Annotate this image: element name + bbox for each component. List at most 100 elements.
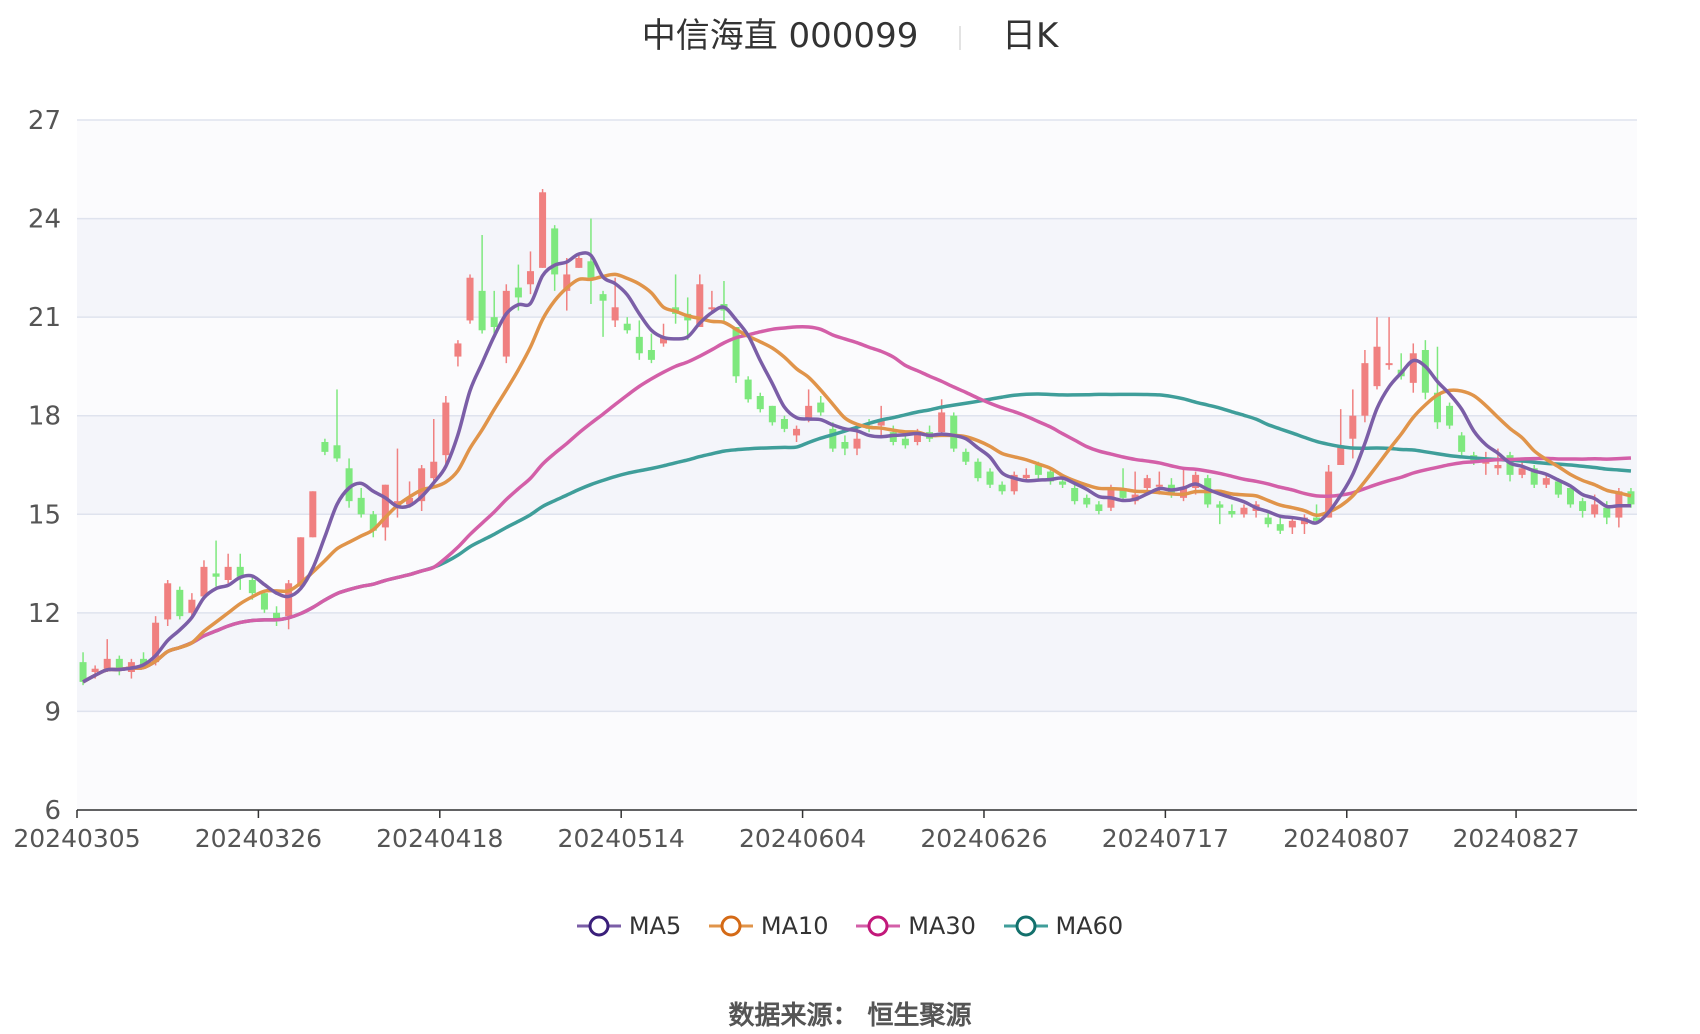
legend-item-ma5[interactable]: MA5: [576, 912, 682, 940]
candle-body: [1506, 455, 1514, 475]
source-label: 数据来源：: [728, 1001, 859, 1031]
candle-body: [309, 491, 317, 538]
x-tick-label: 20240827: [1452, 824, 1579, 853]
candle-body: [442, 402, 450, 456]
candle-body: [1409, 353, 1417, 383]
candle-body: [1385, 363, 1393, 366]
candle-body: [248, 580, 256, 594]
candle-body: [188, 599, 196, 613]
candle-body: [1155, 484, 1163, 487]
ma5-legend-label: MA5: [628, 912, 682, 940]
ma60-legend-icon: [1003, 915, 1048, 937]
legend: MA5 MA10 MA30 MA60: [0, 912, 1700, 943]
candle-body: [901, 438, 909, 446]
candle-body: [998, 484, 1006, 492]
candle-body: [1192, 474, 1200, 488]
candle-body: [708, 307, 716, 310]
candle-body: [599, 294, 607, 301]
candle-body: [1119, 488, 1127, 498]
candle-body: [406, 497, 414, 505]
candle-body: [514, 287, 522, 298]
candle-body: [1566, 488, 1574, 505]
candle-body: [430, 461, 438, 479]
candle-body: [551, 228, 559, 275]
candle-body: [768, 405, 776, 423]
candle-body: [1216, 504, 1224, 508]
candle-body: [805, 405, 813, 419]
y-tick-label: 27: [28, 106, 61, 136]
candle-body: [913, 432, 921, 442]
candle-body: [986, 471, 994, 485]
legend-item-ma10[interactable]: MA10: [708, 912, 829, 940]
y-tick-label: 24: [28, 205, 61, 235]
candle-body: [91, 668, 99, 672]
x-tick-label: 20240604: [739, 824, 866, 853]
candle-body: [744, 379, 752, 400]
candle-body: [817, 402, 825, 413]
candle-body: [1361, 363, 1369, 416]
candle-body: [1482, 461, 1490, 464]
candle-body: [1494, 465, 1502, 469]
y-tick-label: 15: [28, 500, 61, 530]
candle-body: [1433, 392, 1441, 423]
candle-body: [1458, 435, 1466, 452]
candle-body: [780, 419, 788, 429]
x-tick-label: 20240717: [1102, 824, 1229, 853]
ma30-legend-label: MA30: [908, 912, 976, 940]
candle-body: [635, 336, 643, 354]
data-source: 数据来源： 恒生聚源: [0, 995, 1700, 1032]
ma30-legend-icon: [856, 915, 901, 937]
candle-body: [526, 271, 534, 285]
candle-body: [369, 514, 377, 531]
candle-body: [732, 327, 740, 377]
source-value: 恒生聚源: [867, 1001, 972, 1031]
candle-body: [938, 412, 946, 433]
candle-body: [200, 566, 208, 597]
candle-body: [297, 537, 305, 587]
candle-body: [285, 583, 293, 617]
legend-item-ma60[interactable]: MA60: [1003, 912, 1123, 940]
candle-body: [152, 622, 160, 663]
candle-body: [490, 317, 498, 327]
candle-body: [1518, 468, 1526, 475]
candle-body: [1288, 520, 1296, 528]
y-tick-label: 9: [44, 697, 61, 727]
candle-body: [841, 442, 849, 449]
candle-body: [1446, 405, 1454, 426]
candle-body: [877, 419, 885, 426]
candle-body: [1046, 471, 1054, 482]
candle-body: [1083, 497, 1091, 505]
candle-body: [1022, 474, 1030, 479]
x-tick-label: 20240514: [558, 824, 685, 853]
candle-body: [1603, 507, 1611, 518]
grid-band: [77, 218, 1637, 318]
period-label: 日K: [1001, 16, 1059, 56]
candle-body: [502, 290, 510, 357]
legend-item-ma30[interactable]: MA30: [856, 912, 976, 940]
candle-body: [454, 343, 462, 357]
candle-body: [1530, 468, 1538, 485]
candle-body: [164, 583, 172, 620]
ma5-line: [82, 251, 1631, 684]
plot-area: 6 9 12 15 18 21 24 27 20240305 20240326 20240418 20…: [13, 106, 1637, 853]
candle-body: [260, 593, 268, 610]
candle-body: [1542, 478, 1550, 485]
title-separator: [959, 25, 962, 50]
ma10-legend-label: MA10: [760, 912, 829, 940]
candle-body: [793, 428, 801, 436]
candle-body: [1143, 478, 1151, 488]
candle-body: [647, 350, 655, 360]
candle-body: [1228, 511, 1236, 515]
candle-body: [224, 566, 232, 580]
candle-body: [236, 566, 244, 577]
candle-body: [950, 415, 958, 449]
candle-body: [478, 290, 486, 331]
candle-body: [1554, 481, 1562, 495]
candle-body: [466, 277, 474, 321]
candle-body: [381, 484, 389, 528]
grid-band: [77, 612, 1637, 712]
candle-body: [103, 658, 111, 669]
candle-body: [176, 589, 184, 617]
y-tick-label: 21: [28, 303, 61, 333]
candle-body: [345, 468, 353, 502]
